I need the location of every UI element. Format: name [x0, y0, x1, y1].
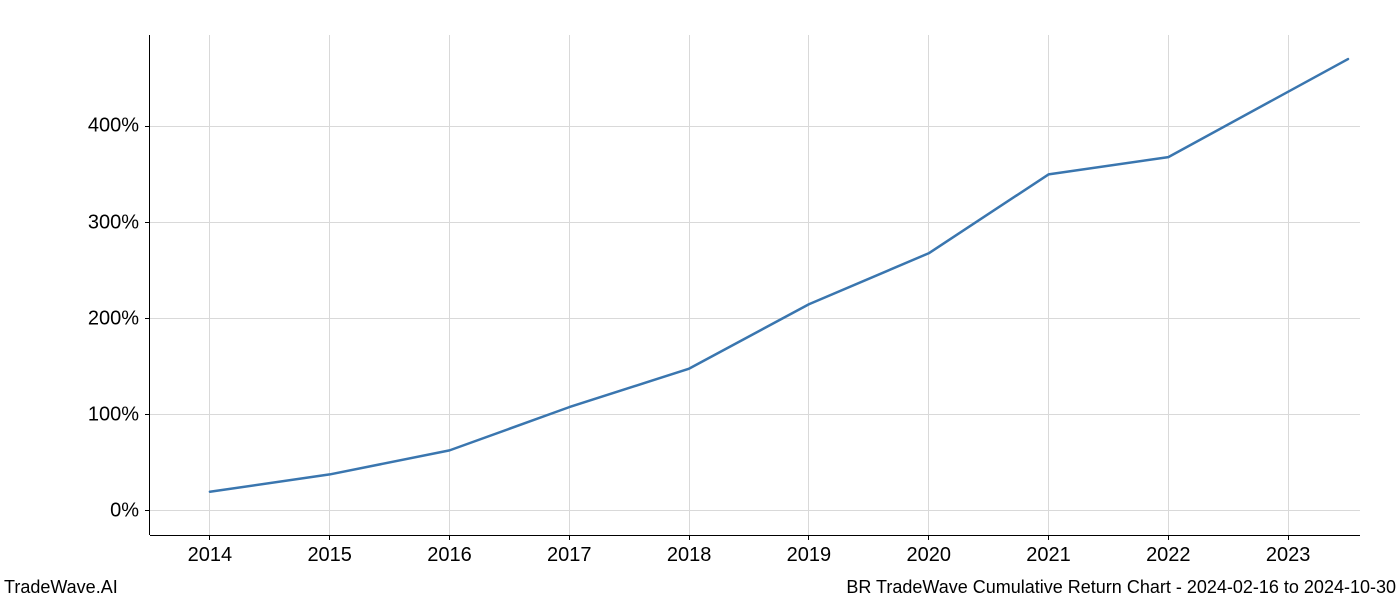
footer-left-label: TradeWave.AI [4, 577, 118, 598]
chart-line-layer [0, 0, 1400, 600]
series-line [210, 59, 1348, 492]
footer-right-label: BR TradeWave Cumulative Return Chart - 2… [846, 577, 1396, 598]
